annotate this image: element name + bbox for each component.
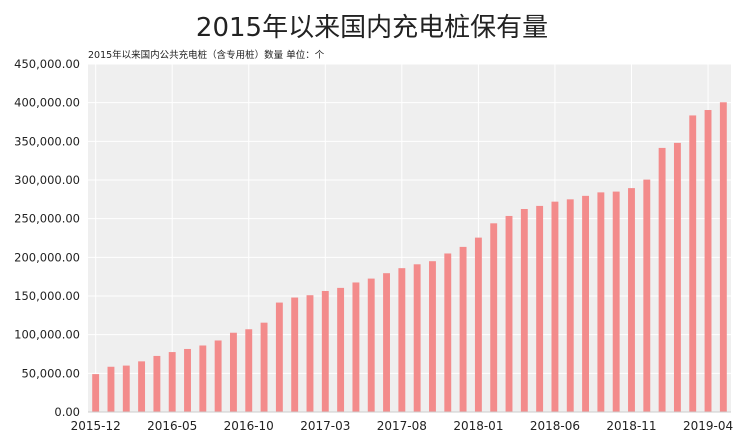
x-tick-label: 2018-01: [453, 419, 503, 433]
x-tick-label: 2016-05: [147, 419, 197, 433]
x-tick-label: 2016-10: [224, 419, 274, 433]
x-tick-label: 2017-03: [300, 419, 350, 433]
bar: [168, 352, 176, 412]
bar: [704, 110, 712, 412]
bar: [122, 365, 130, 412]
bar: [413, 264, 421, 412]
bar: [153, 355, 161, 412]
y-tick-label: 250,000.00: [14, 212, 80, 226]
y-tick-label: 200,000.00: [14, 250, 80, 264]
bar: [306, 295, 314, 412]
bar: [658, 147, 666, 412]
x-tick-label: 2015-12: [71, 419, 121, 433]
bar: [459, 246, 467, 412]
bar: [597, 192, 605, 412]
y-tick-label: 400,000.00: [14, 96, 80, 110]
plot-area: 0.00 50,000.00 100,000.00 150,000.00 200,000…: [14, 57, 733, 433]
bar: [367, 278, 375, 412]
bar: [138, 361, 146, 412]
x-tick-label: 2018-06: [530, 419, 580, 433]
bar: [321, 290, 329, 412]
bar: [352, 282, 360, 412]
bar: [184, 348, 191, 412]
bar: [291, 297, 299, 412]
bar: [337, 287, 345, 412]
bar: [229, 332, 237, 412]
plot-background: [88, 64, 731, 412]
bar: [719, 102, 727, 412]
bar: [383, 273, 390, 412]
bar: [214, 340, 222, 412]
y-tick-label: 150,000.00: [14, 289, 80, 303]
bar: [628, 188, 635, 412]
y-tick-label: 0.00: [54, 405, 80, 419]
bar: [551, 201, 559, 412]
bar: [398, 268, 406, 412]
y-tick-label: 450,000.00: [14, 57, 80, 71]
bar: [673, 142, 681, 412]
x-tick-label: 2019-04: [683, 419, 733, 433]
bar: [490, 223, 498, 412]
bar: [429, 261, 436, 412]
bar: [444, 253, 452, 412]
bar: [505, 215, 513, 412]
y-tick-label: 350,000.00: [14, 134, 80, 148]
x-tick-label: 2018-11: [606, 419, 656, 433]
x-tick-label: 2017-08: [377, 419, 427, 433]
bar: [260, 322, 268, 412]
bar: [582, 195, 590, 412]
chart-subtitle: 2015年以来国内公共充电桩（含专用桩）数量 单位：个: [88, 49, 325, 61]
bar: [245, 329, 253, 412]
bar: [275, 302, 283, 412]
chart-title: 2015年以来国内充电桩保有量: [196, 13, 548, 43]
y-tick-label: 300,000.00: [14, 173, 80, 187]
bar: [199, 345, 207, 412]
bar: [643, 179, 651, 412]
y-tick-label: 100,000.00: [14, 328, 80, 342]
bar: [612, 191, 620, 412]
bar: [689, 115, 697, 412]
bar: [107, 366, 115, 412]
bar: [474, 237, 482, 412]
y-tick-label: 50,000.00: [21, 366, 80, 380]
bar: [520, 209, 528, 412]
bar: [92, 374, 100, 412]
bar: [536, 205, 544, 412]
bar: [566, 199, 574, 412]
